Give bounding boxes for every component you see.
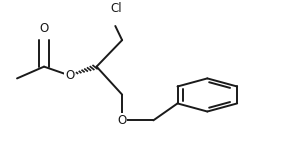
Text: O: O — [39, 22, 49, 35]
Text: O: O — [65, 69, 74, 82]
Text: Cl: Cl — [111, 2, 122, 15]
Text: O: O — [118, 114, 127, 127]
